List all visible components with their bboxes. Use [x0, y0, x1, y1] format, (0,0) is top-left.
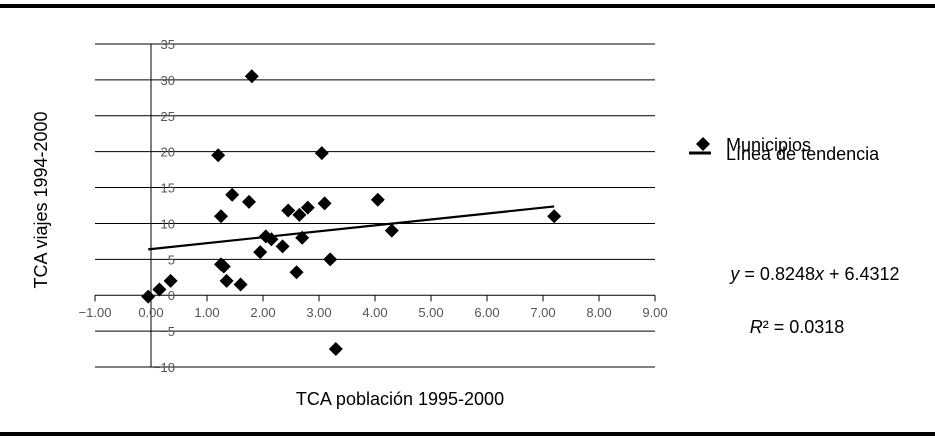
data-point — [233, 277, 248, 292]
data-point — [289, 265, 304, 280]
data-point — [163, 273, 178, 288]
bottom-rule — [0, 432, 935, 436]
x-tick-label: 1.00 — [194, 305, 219, 320]
y-tick-label: 10 — [161, 216, 175, 231]
x-tick-label: 5.00 — [418, 305, 443, 320]
top-rule — [0, 4, 935, 8]
legend-label-trendline: Línea de tendencia — [726, 144, 880, 164]
x-tick-label: 4.00 — [362, 305, 387, 320]
y-axis-label: TCA viajes 1994-2000 — [31, 111, 51, 288]
x-tick-labels: −1.00 0.00 1.00 2.00 3.00 4.00 5.00 6.00 7.00 8.0… — [79, 305, 668, 320]
y-tick-label: 25 — [161, 109, 175, 124]
data-point — [225, 187, 240, 202]
data-point — [242, 194, 256, 209]
data-point — [295, 230, 310, 245]
y-tick-label: 15 — [161, 181, 175, 196]
x-tick-label: 9.00 — [642, 305, 667, 320]
data-point — [214, 209, 228, 224]
data-point — [328, 342, 343, 357]
x-axis-label: TCA población 1995-2000 — [296, 389, 504, 409]
x-tick-label: 0.00 — [138, 305, 163, 320]
data-point — [317, 196, 332, 211]
data-point — [219, 273, 234, 288]
y-tick-label: −10 — [153, 360, 175, 375]
data-point — [211, 148, 226, 163]
data-point — [275, 239, 290, 254]
y-tick-label: 0 — [168, 288, 175, 303]
data-point — [216, 259, 231, 274]
data-point — [244, 69, 259, 84]
data-point — [370, 192, 385, 207]
data-points — [141, 69, 562, 357]
data-point — [253, 245, 268, 260]
y-tick-label: 30 — [161, 73, 175, 88]
x-tick-label: 3.00 — [306, 305, 331, 320]
grid-lines — [95, 43, 655, 368]
data-point — [281, 203, 296, 218]
y-tick-label: 20 — [161, 145, 175, 160]
data-point — [314, 146, 329, 161]
x-tick-label: −1.00 — [79, 305, 112, 320]
y-tick-labels: −10 −5 0 5 10 15 20 25 30 35 — [153, 37, 175, 375]
trend-equation: y = 0.8248x + 6.4312 — [728, 264, 899, 284]
legend-label-municipios: Municipios — [726, 135, 811, 155]
data-point — [547, 209, 562, 224]
x-tick-label: 6.00 — [474, 305, 499, 320]
y-tick-label: −5 — [160, 324, 175, 339]
data-point — [292, 207, 307, 222]
data-point — [384, 223, 399, 238]
trend-line — [148, 205, 555, 251]
x-tick-label: 8.00 — [586, 305, 611, 320]
x-tick-label: 2.00 — [250, 305, 275, 320]
x-tick-label: 7.00 — [530, 305, 555, 320]
data-point — [264, 232, 279, 247]
y-tick-label: 5 — [168, 252, 175, 267]
data-point — [300, 200, 315, 215]
data-point — [141, 289, 156, 304]
legend-diamond-icon — [696, 137, 710, 151]
legend: Municipios Línea de tendencia — [689, 135, 880, 164]
data-point — [323, 252, 338, 267]
trend-line-group — [148, 205, 555, 251]
data-point — [152, 282, 167, 297]
r-squared: R² = 0.0318 — [750, 317, 845, 337]
y-tick-label: 35 — [161, 37, 175, 52]
